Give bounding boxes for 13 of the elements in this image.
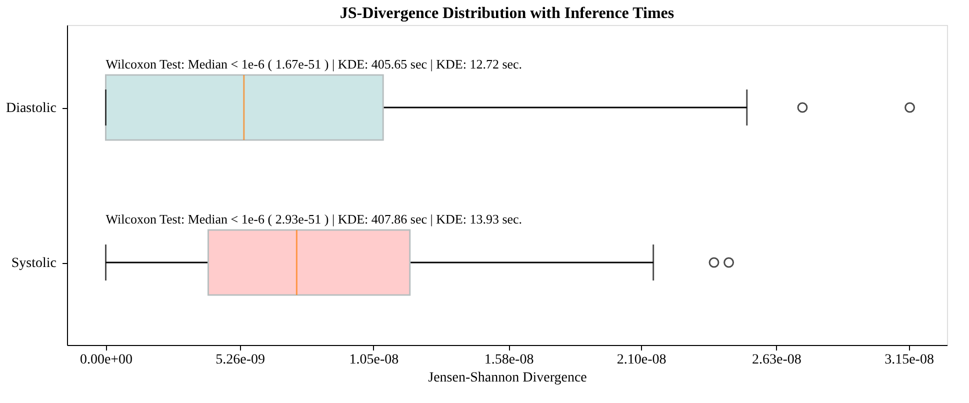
x-tick-label: 3.15e-08 <box>884 352 934 368</box>
x-tick-label: 2.10e-08 <box>616 352 666 368</box>
chart-title: JS-Divergence Distribution with Inference Times <box>340 5 674 22</box>
x-axis-title: Jensen-Shannon Divergence <box>428 370 587 386</box>
x-tick-label: 0.00e+00 <box>80 352 133 368</box>
x-tick-label: 1.05e-08 <box>349 352 399 368</box>
x-tick-label: 5.26e-09 <box>216 352 266 368</box>
x-tick-label: 1.58e-08 <box>484 352 534 368</box>
annotation: Wilcoxon Test: Median < 1e-6 ( 2.93e-51 ) | KDE: 407.86 sec | KDE: 13.93 sec. <box>106 212 522 226</box>
x-tick-label: 2.63e-08 <box>752 352 802 368</box>
y-tick-label: Systolic <box>11 256 56 271</box>
y-tick-label: Diastolic <box>6 101 56 116</box>
annotation: Wilcoxon Test: Median < 1e-6 ( 1.67e-51 ) | KDE: 405.65 sec | KDE: 12.72 sec. <box>106 56 522 72</box>
